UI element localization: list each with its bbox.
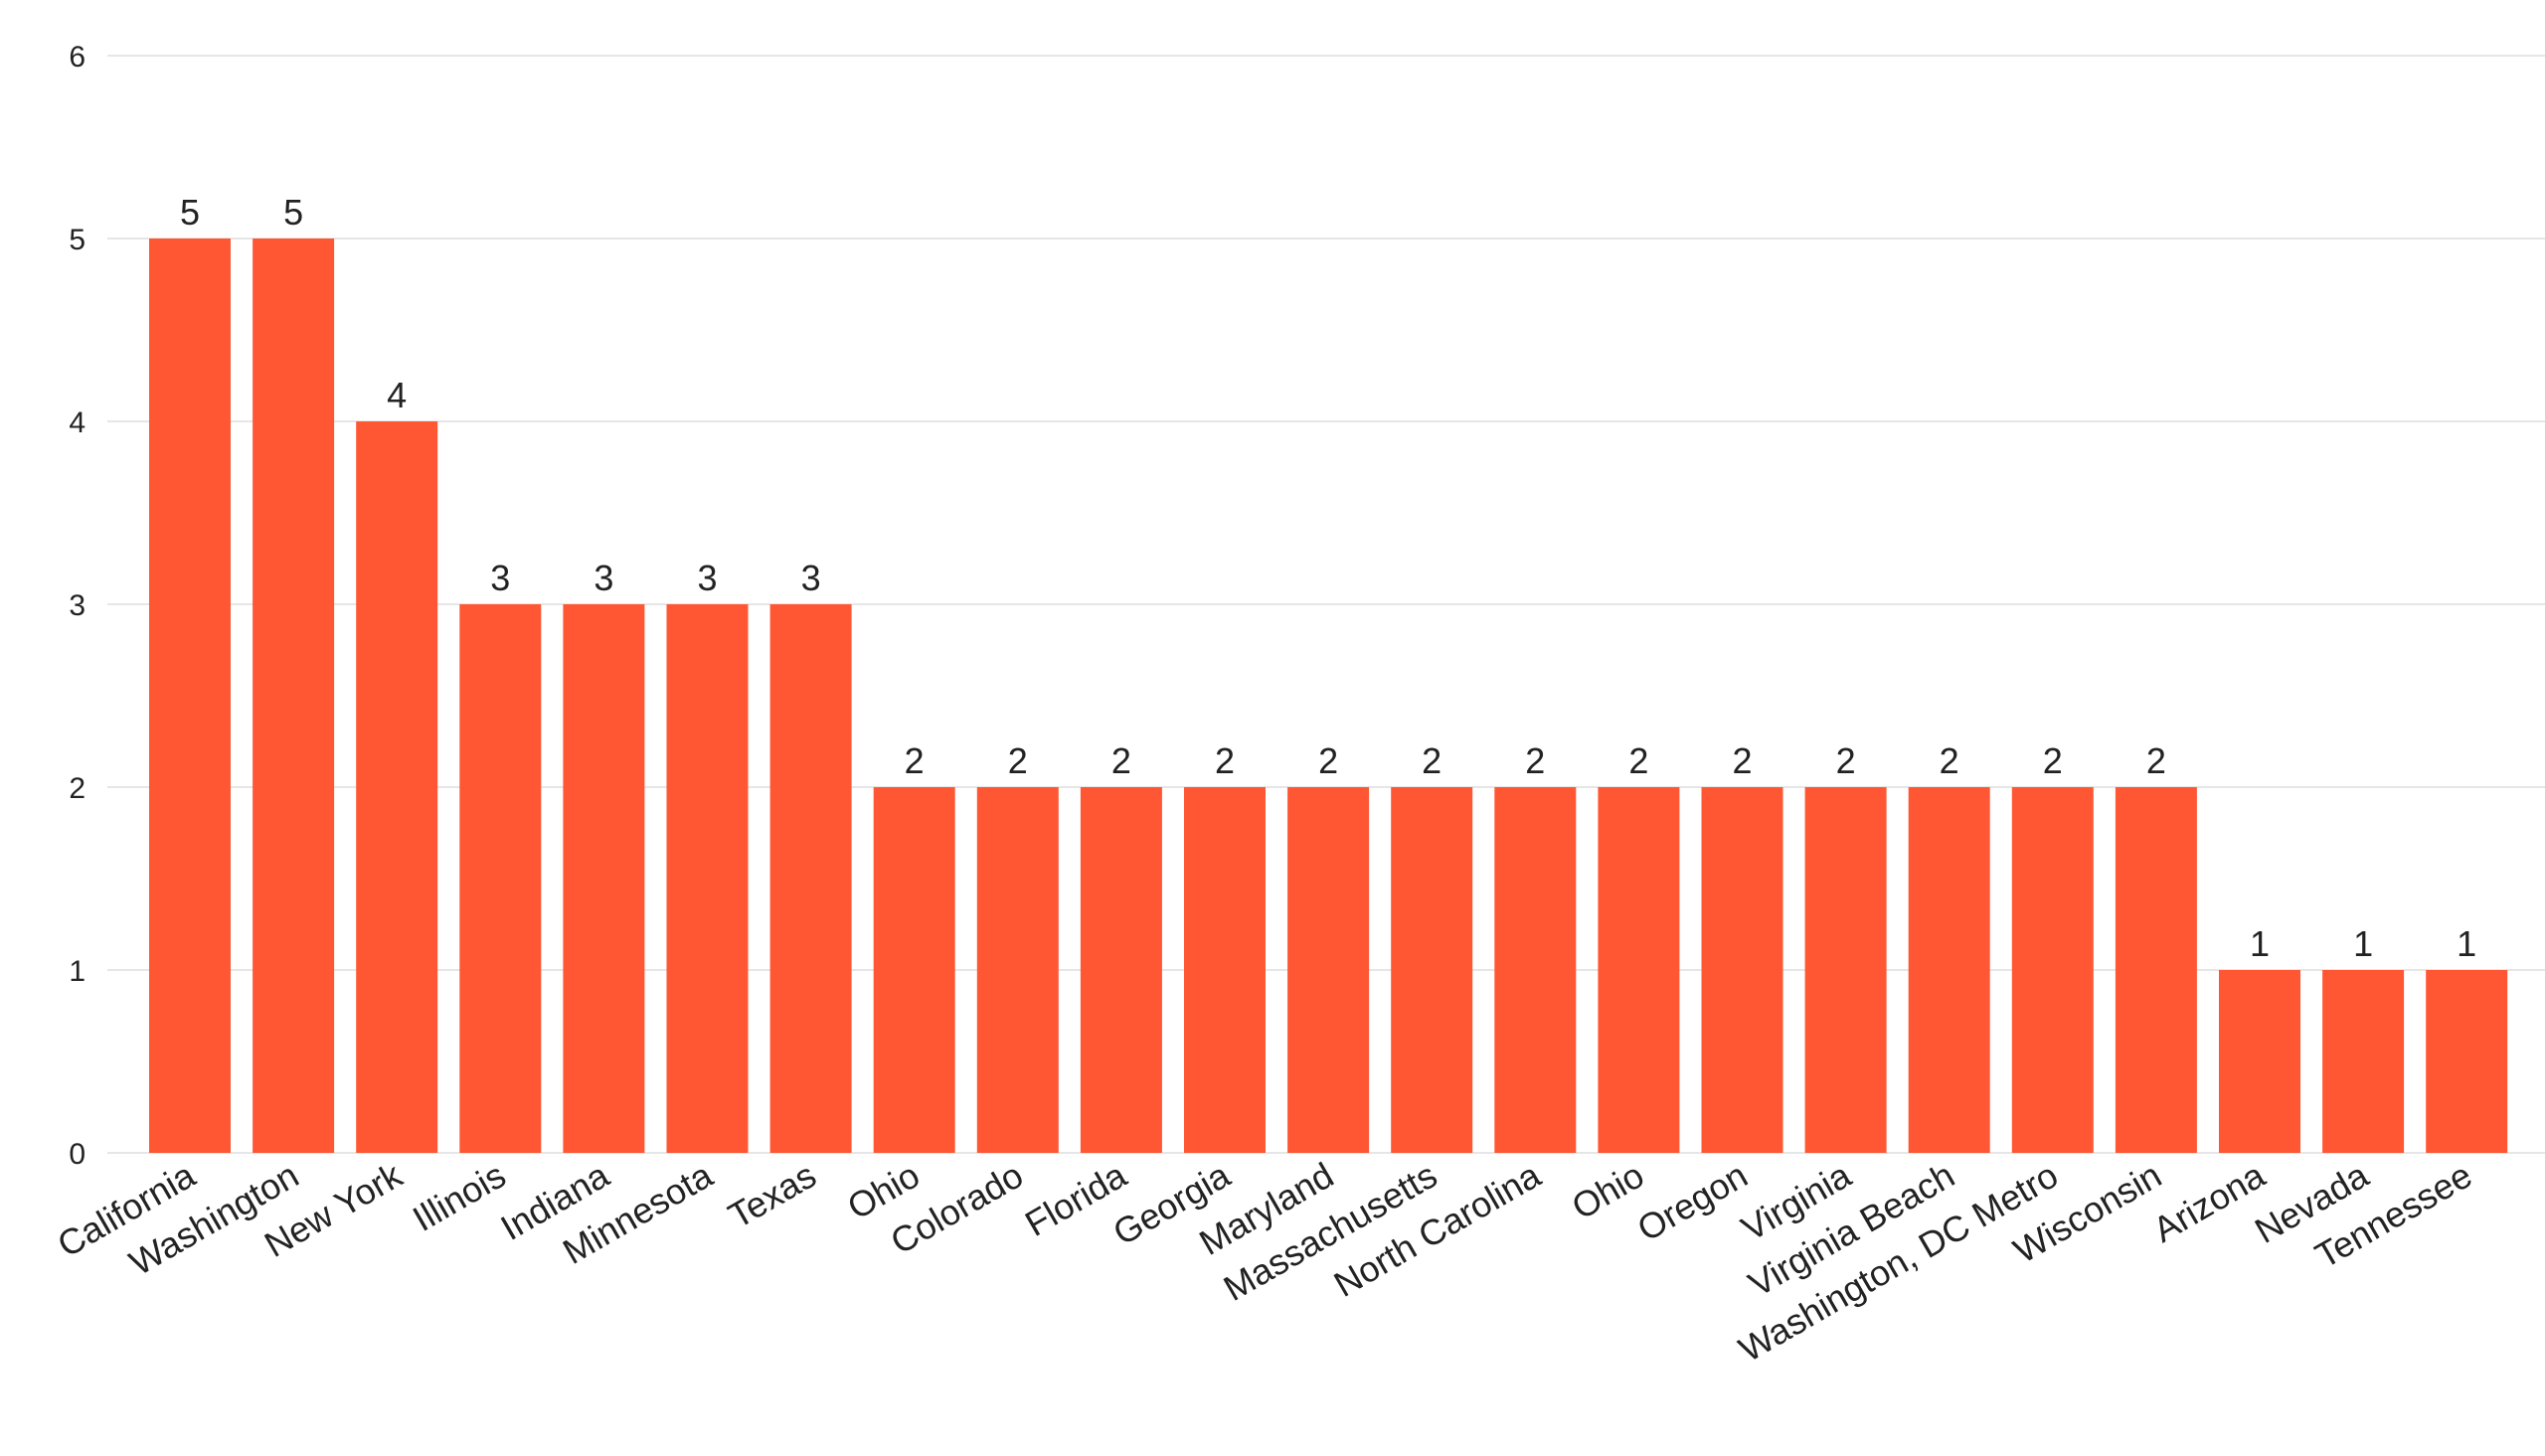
- bar[interactable]: [1391, 787, 1473, 1153]
- data-label: 2: [1525, 740, 1545, 781]
- data-label: 2: [1628, 740, 1648, 781]
- x-tick-label: Texas: [722, 1154, 823, 1236]
- data-label: 2: [1111, 740, 1131, 781]
- data-label: 3: [490, 558, 510, 598]
- bar[interactable]: [2426, 970, 2508, 1153]
- bar[interactable]: [1908, 787, 1990, 1153]
- data-label: 2: [1215, 740, 1235, 781]
- x-tick-label: Oregon: [1630, 1154, 1754, 1249]
- bar[interactable]: [666, 604, 749, 1153]
- y-tick-label: 4: [69, 406, 85, 439]
- data-label: 4: [387, 375, 407, 415]
- data-label: 2: [1836, 740, 1856, 781]
- x-tick-label: Illinois: [406, 1154, 512, 1239]
- data-label: 1: [2353, 923, 2373, 964]
- data-label: 3: [801, 558, 821, 598]
- data-label: 5: [180, 192, 200, 233]
- y-tick-label: 1: [69, 955, 85, 988]
- bar[interactable]: [1287, 787, 1370, 1153]
- bar[interactable]: [356, 421, 438, 1153]
- bar[interactable]: [976, 787, 1059, 1153]
- data-label: 3: [594, 558, 613, 598]
- bar[interactable]: [2011, 787, 2094, 1153]
- bar[interactable]: [149, 239, 231, 1153]
- data-label: 1: [2250, 923, 2270, 964]
- y-tick-label: 2: [69, 772, 85, 805]
- bar[interactable]: [873, 787, 955, 1153]
- bar[interactable]: [253, 239, 335, 1153]
- x-tick-label: Arizona: [2146, 1154, 2273, 1250]
- data-label: 3: [697, 558, 717, 598]
- y-tick-label: 6: [69, 41, 85, 74]
- data-labels: 5 5 4 3 3 3 3 2 2 2 2 2 2 2 2 2 2 2 2 2 1 1 1: [180, 192, 2476, 964]
- data-label: 5: [283, 192, 303, 233]
- bar[interactable]: [769, 604, 852, 1153]
- bar[interactable]: [1184, 787, 1266, 1153]
- data-label: 2: [2146, 740, 2166, 781]
- y-tick-label: 0: [69, 1138, 85, 1171]
- data-label: 2: [2043, 740, 2063, 781]
- data-label: 1: [2457, 923, 2476, 964]
- y-axis: 0 1 2 3 4 5 6: [69, 41, 85, 1171]
- bar[interactable]: [1494, 787, 1577, 1153]
- data-label: 2: [905, 740, 925, 781]
- y-tick-label: 5: [69, 224, 85, 256]
- data-label: 2: [1732, 740, 1752, 781]
- bar[interactable]: [563, 604, 645, 1153]
- bar[interactable]: [2219, 970, 2300, 1153]
- data-label: 2: [1940, 740, 1959, 781]
- bar[interactable]: [1701, 787, 1783, 1153]
- bar[interactable]: [2322, 970, 2405, 1153]
- data-label: 2: [1422, 740, 1442, 781]
- bar[interactable]: [459, 604, 542, 1153]
- data-label: 2: [1008, 740, 1028, 781]
- bar[interactable]: [2115, 787, 2197, 1153]
- data-label: 2: [1318, 740, 1338, 781]
- bars: [149, 239, 2508, 1153]
- bar[interactable]: [1804, 787, 1887, 1153]
- bar[interactable]: [1598, 787, 1680, 1153]
- y-tick-label: 3: [69, 589, 85, 622]
- bar[interactable]: [1080, 787, 1162, 1153]
